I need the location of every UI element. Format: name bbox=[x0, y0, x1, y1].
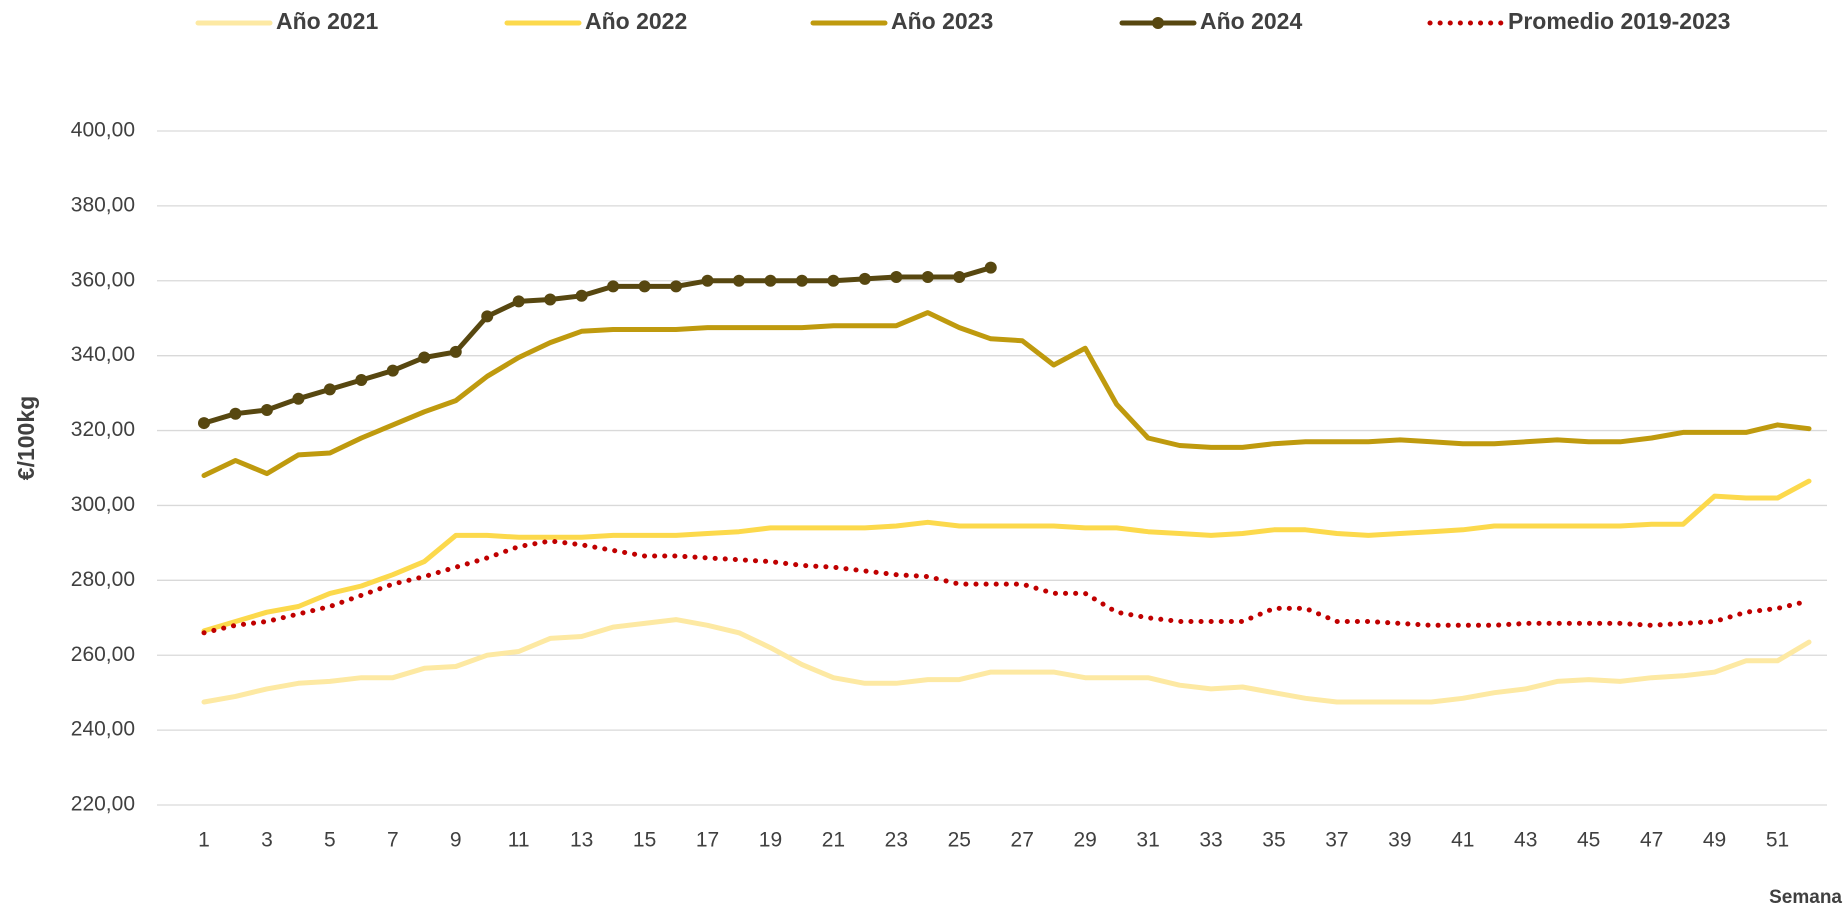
data-point bbox=[764, 274, 777, 287]
x-tick-label: 15 bbox=[633, 829, 656, 852]
x-tick-label: 35 bbox=[1262, 829, 1285, 852]
x-tick-label: 1 bbox=[198, 829, 210, 852]
data-point bbox=[323, 383, 336, 396]
x-tick-label: 17 bbox=[696, 829, 719, 852]
x-tick-label: 27 bbox=[1011, 829, 1034, 852]
x-tick-label: 23 bbox=[885, 829, 908, 852]
data-point bbox=[638, 280, 651, 293]
x-tick-label: 37 bbox=[1325, 829, 1348, 852]
x-tick-label: 5 bbox=[324, 829, 336, 852]
data-point bbox=[260, 403, 273, 416]
y-tick-label: 320,00 bbox=[71, 418, 135, 441]
data-point bbox=[481, 310, 494, 323]
series-line bbox=[201, 478, 1812, 634]
data-point bbox=[858, 272, 871, 285]
x-tick-label: 49 bbox=[1703, 829, 1726, 852]
x-tick-label: 43 bbox=[1514, 829, 1537, 852]
series-line bbox=[201, 617, 1812, 705]
legend-label: Promedio 2019-2023 bbox=[1508, 8, 1730, 34]
series-line bbox=[201, 310, 1812, 478]
data-point bbox=[732, 274, 745, 287]
series-line bbox=[201, 265, 994, 426]
data-point bbox=[953, 271, 966, 284]
data-point bbox=[670, 280, 683, 293]
legend-label: Año 2022 bbox=[585, 8, 687, 34]
x-tick-label: 41 bbox=[1451, 829, 1474, 852]
data-point bbox=[386, 364, 399, 377]
x-tick-label: 33 bbox=[1199, 829, 1222, 852]
x-tick-label: 39 bbox=[1388, 829, 1411, 852]
legend-label: Año 2023 bbox=[891, 8, 993, 34]
legend-label: Año 2024 bbox=[1200, 8, 1302, 34]
x-tick-label: 25 bbox=[948, 829, 971, 852]
data-point bbox=[449, 345, 462, 358]
data-point bbox=[292, 392, 305, 405]
y-tick-label: 240,00 bbox=[71, 718, 135, 741]
legend-marker bbox=[1152, 17, 1164, 29]
x-tick-label: 3 bbox=[261, 829, 273, 852]
y-tick-label: 260,00 bbox=[71, 643, 135, 666]
data-point bbox=[607, 280, 620, 293]
data-point bbox=[890, 271, 903, 284]
x-tick-label: 11 bbox=[508, 829, 530, 852]
legend-label: Año 2021 bbox=[276, 8, 378, 34]
y-tick-label: 280,00 bbox=[71, 568, 135, 591]
x-tick-label: 51 bbox=[1766, 829, 1789, 852]
y-tick-label: 300,00 bbox=[71, 493, 135, 516]
data-point bbox=[575, 289, 588, 302]
x-tick-label: 45 bbox=[1577, 829, 1600, 852]
x-axis-title: Semana bbox=[1769, 887, 1842, 908]
data-point bbox=[544, 293, 557, 306]
y-axis-title: €/100kg bbox=[13, 396, 39, 480]
x-tick-label: 7 bbox=[387, 829, 399, 852]
data-point bbox=[512, 295, 525, 308]
data-point bbox=[418, 351, 431, 364]
x-tick-label: 47 bbox=[1640, 829, 1663, 852]
series-line bbox=[201, 538, 1812, 636]
x-tick-label: 29 bbox=[1073, 829, 1096, 852]
x-tick-label: 13 bbox=[570, 829, 593, 852]
x-tick-label: 21 bbox=[822, 829, 845, 852]
y-tick-label: 360,00 bbox=[71, 268, 135, 291]
data-point bbox=[921, 271, 934, 284]
x-tick-label: 19 bbox=[759, 829, 782, 852]
x-tick-label: 31 bbox=[1136, 829, 1159, 852]
data-point bbox=[229, 407, 242, 420]
data-point bbox=[355, 374, 368, 387]
data-point bbox=[795, 274, 808, 287]
y-tick-label: 380,00 bbox=[71, 193, 135, 216]
data-point bbox=[198, 417, 210, 430]
data-point bbox=[701, 274, 714, 287]
y-tick-label: 340,00 bbox=[71, 343, 135, 366]
x-tick-label: 9 bbox=[450, 829, 462, 852]
y-tick-label: 400,00 bbox=[71, 119, 135, 142]
y-tick-label: 220,00 bbox=[71, 793, 135, 816]
data-point bbox=[984, 261, 997, 274]
data-point bbox=[827, 274, 840, 287]
